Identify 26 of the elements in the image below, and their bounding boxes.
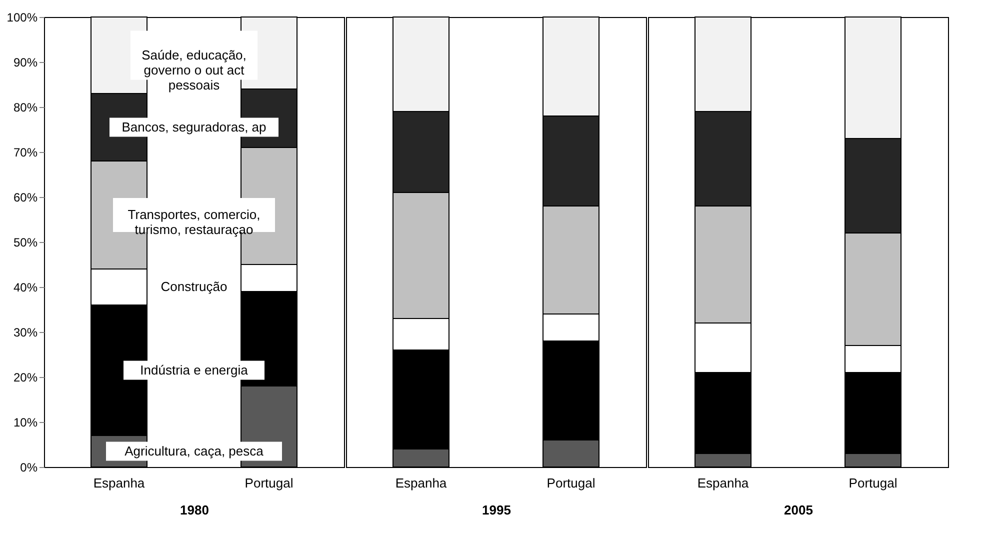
series-label: Saúde, educação, governo o out act pessoais [142,47,246,92]
x-tick-label: Espanha [93,476,146,490]
x-tick-label: Portugal [546,476,596,490]
x-tick-label: Portugal [848,476,898,490]
x-tick-label: Espanha [697,476,750,490]
x-axis-title: 2005 [784,502,813,518]
series-label: Agricultura, caça, pesca [124,443,264,458]
y-tick-label: 90% [13,56,38,70]
x-tick-label: Espanha [395,476,448,490]
series-label: Bancos, seguradoras, ap [122,119,266,134]
y-tick-label: 60% [13,190,38,204]
x-tick-label: Portugal [244,476,294,490]
y-tick-label: 30% [13,326,38,340]
series-label: Construção [160,279,228,294]
series-label: Transportes, comercio, turismo, restauraçao [128,207,260,237]
series-label: Indústria e energia [140,362,249,378]
x-axis-title: 1980 [180,502,209,518]
y-tick-label: 80% [13,100,38,114]
y-tick-label: 0% [20,460,38,474]
y-tick-label: 70% [13,146,38,160]
y-tick-label: 20% [13,370,38,384]
y-tick-label: 40% [13,280,38,294]
x-axis-title: 1995 [482,502,511,518]
y-tick-label: 50% [13,236,38,250]
y-tick-label: 100% [6,10,38,24]
y-tick-label: 10% [13,416,38,430]
